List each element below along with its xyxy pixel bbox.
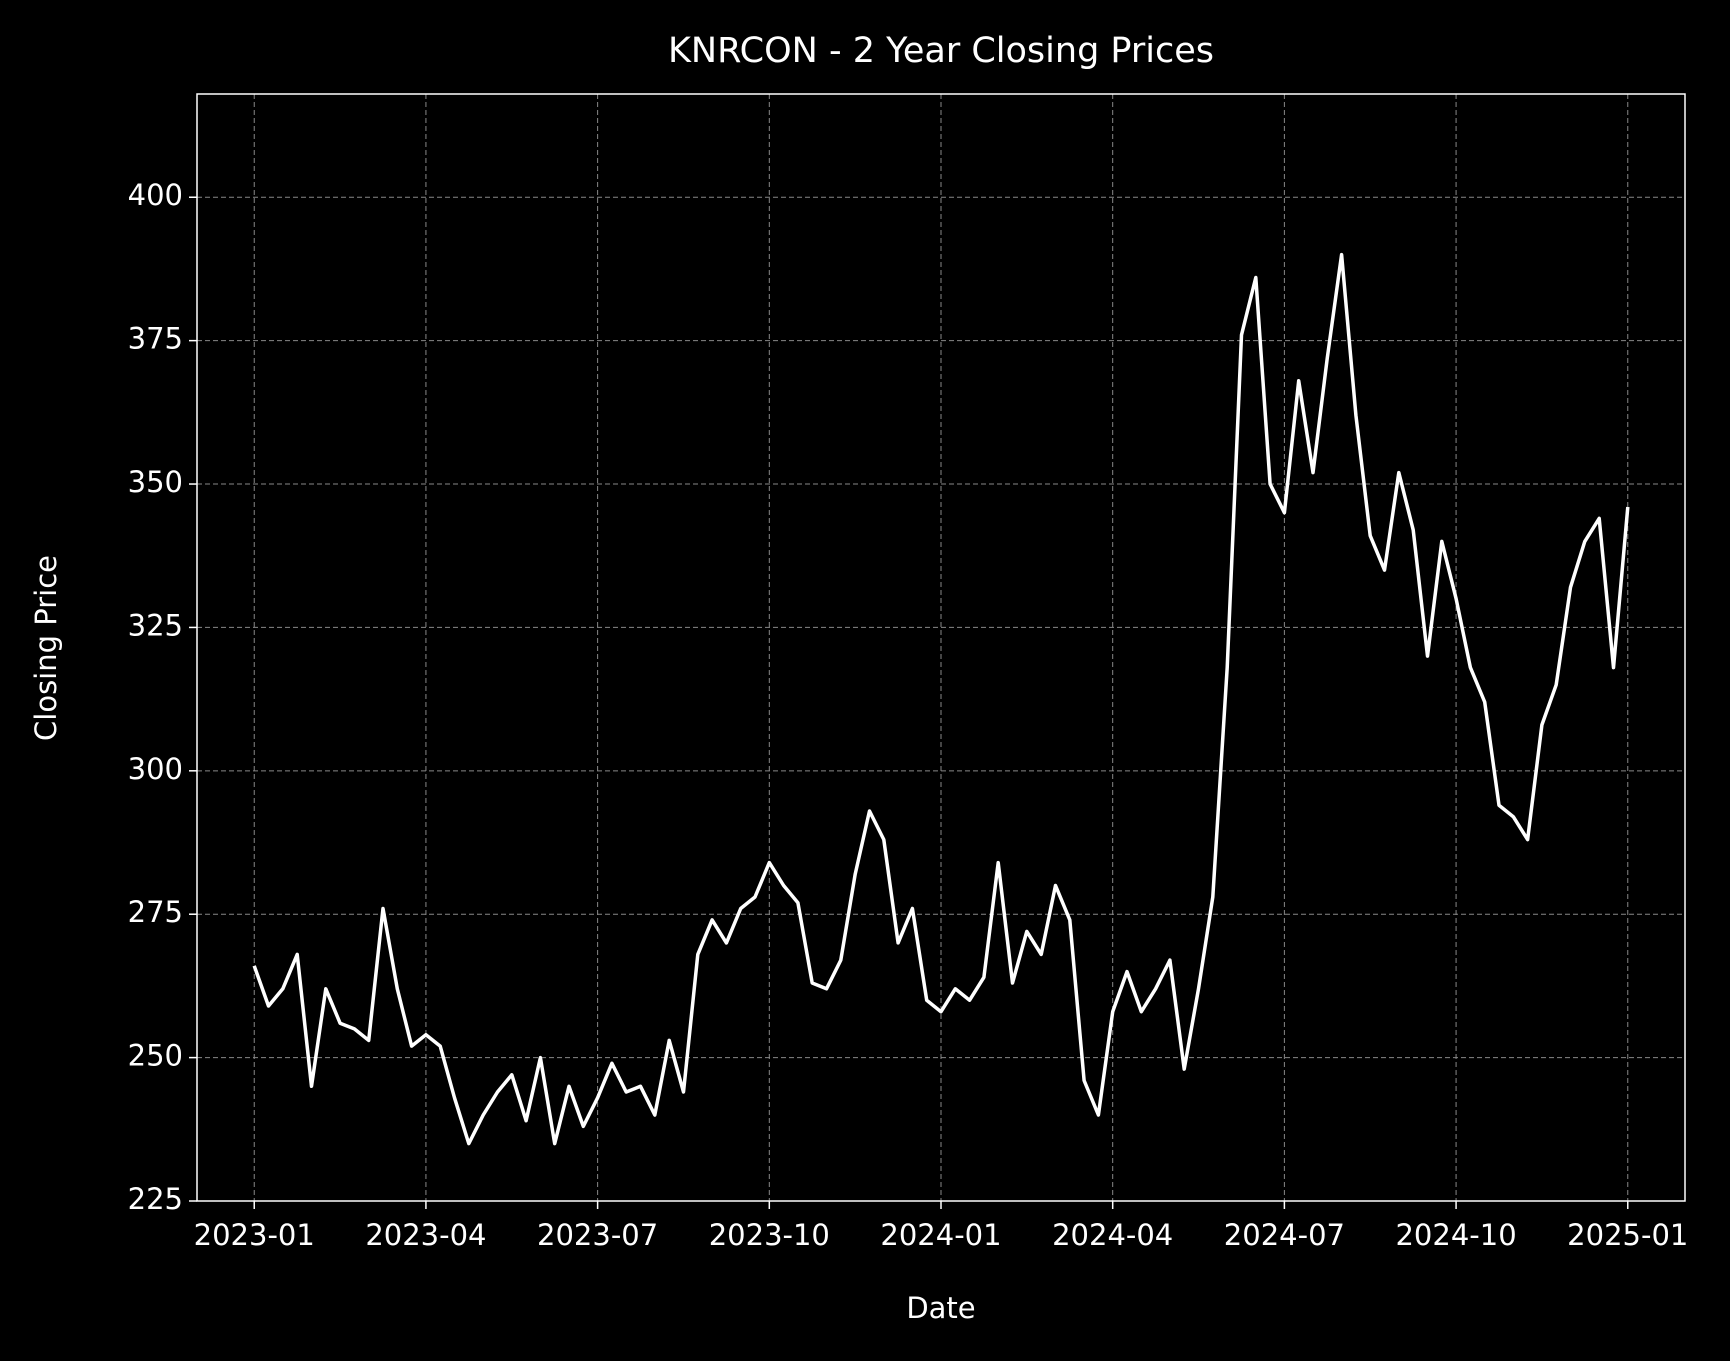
y-tick-label: 350 [128, 465, 183, 499]
y-tick-label: 400 [128, 178, 183, 212]
axes-frame [196, 93, 1686, 1202]
chart-title: KNRCON - 2 Year Closing Prices [668, 31, 1214, 71]
x-tick-label: 2023-01 [194, 1218, 315, 1252]
x-tick-label: 2024-10 [1395, 1218, 1516, 1252]
y-tick-label: 225 [128, 1182, 183, 1216]
y-tick-label: 325 [128, 608, 183, 642]
x-tick-label: 2025-01 [1567, 1218, 1688, 1252]
y-tick-label: 300 [128, 752, 183, 786]
x-axis-label: Date [906, 1291, 975, 1325]
x-tick-label: 2023-07 [537, 1218, 658, 1252]
x-tick-label: 2024-04 [1052, 1218, 1173, 1252]
y-tick-label: 275 [128, 895, 183, 929]
x-tick-label: 2023-04 [365, 1218, 486, 1252]
x-tick-label: 2024-01 [880, 1218, 1001, 1252]
y-tick-label: 250 [128, 1039, 183, 1073]
y-axis-label: Closing Price [29, 555, 63, 741]
x-tick-label: 2024-07 [1224, 1218, 1345, 1252]
x-tick-label: 2023-10 [709, 1218, 830, 1252]
price-line [252, 252, 1630, 1146]
y-tick-label: 375 [128, 322, 183, 356]
